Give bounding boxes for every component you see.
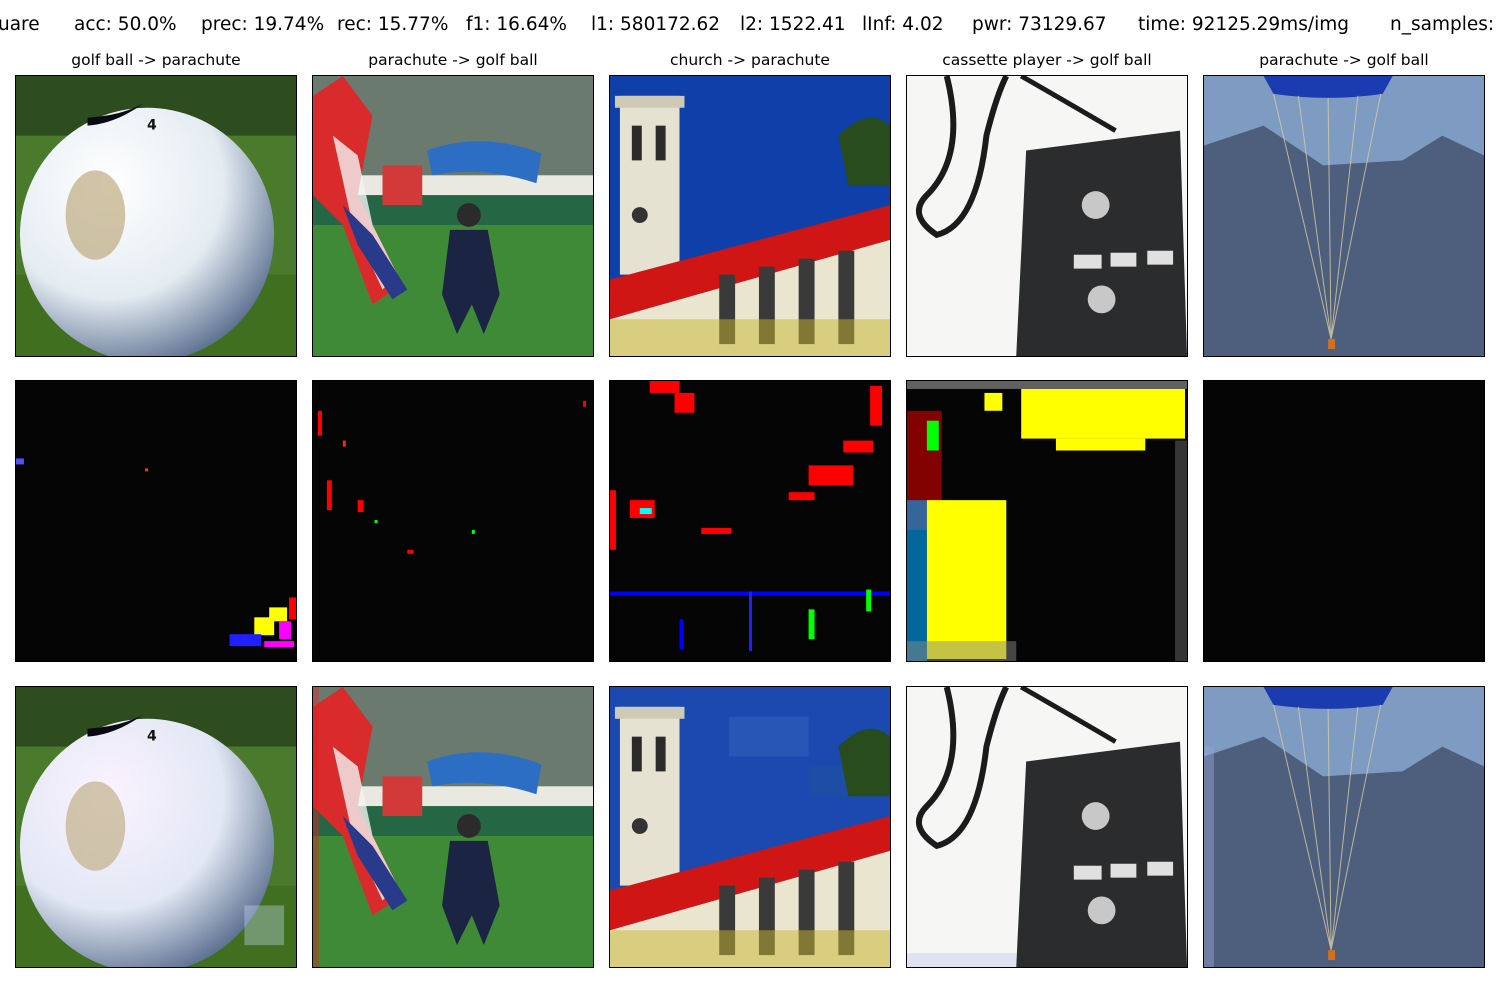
precision-metric: prec: 19.74%	[201, 14, 325, 35]
perturbation-map-parachutist	[312, 380, 594, 662]
original-image-parachute-mountain	[1203, 75, 1485, 357]
n-samples-metric: n_samples:	[1390, 14, 1495, 35]
column-title-3: church -> parachute	[670, 51, 830, 69]
perturbation-map-golf-ball	[15, 380, 297, 662]
l1-metric: l1: 580172.62	[591, 14, 721, 35]
l2-metric: l2: 1522.41	[740, 14, 846, 35]
perturbation-map-church	[609, 380, 891, 662]
column-title-1: golf ball -> parachute	[71, 51, 241, 69]
original-image-golf-ball: 4	[15, 75, 297, 357]
adversarial-image-parachute-mountain	[1203, 686, 1485, 968]
original-image-cassette-adapter	[906, 75, 1188, 357]
original-image-parachutist	[312, 75, 594, 357]
perturbation-map-cassette-adapter	[906, 380, 1188, 662]
original-image-church	[609, 75, 891, 357]
adversarial-image-parachutist	[312, 686, 594, 968]
adversarial-image-cassette-adapter	[906, 686, 1188, 968]
column-title-5: parachute -> golf ball	[1259, 51, 1429, 69]
accuracy-metric: acc: 50.0%	[74, 14, 177, 35]
linf-metric: lInf: 4.02	[862, 14, 944, 35]
power-metric: pwr: 73129.67	[972, 14, 1107, 35]
adversarial-image-golf-ball: 4	[15, 686, 297, 968]
column-title-4: cassette player -> golf ball	[942, 51, 1152, 69]
time-metric: time: 92125.29ms/img	[1138, 14, 1349, 35]
perturbation-map-parachute-mountain	[1203, 380, 1485, 662]
recall-metric: rec: 15.77%	[337, 14, 449, 35]
column-title-2: parachute -> golf ball	[368, 51, 538, 69]
f1-metric: f1: 16.64%	[466, 14, 567, 35]
method-name-fragment: uare	[0, 14, 40, 35]
adversarial-image-church	[609, 686, 891, 968]
svg-text:4: 4	[147, 118, 157, 134]
svg-text:4: 4	[147, 729, 157, 745]
metrics-bar: uare acc: 50.0% prec: 19.74% rec: 15.77%…	[0, 14, 1500, 44]
